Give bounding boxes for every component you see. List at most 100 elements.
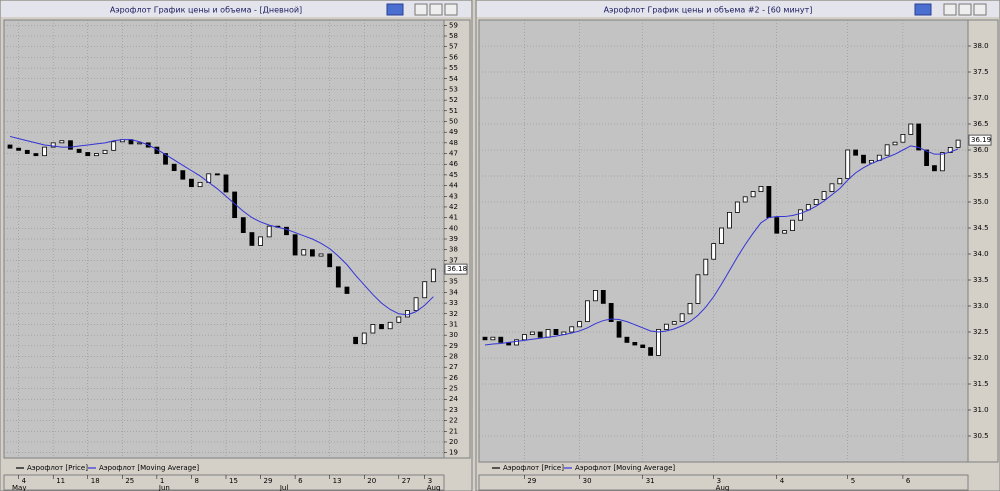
- candle: [522, 334, 527, 341]
- y-tick-label: 35.5: [973, 172, 989, 180]
- candle: [774, 217, 780, 234]
- y-tick-label: 26: [449, 374, 458, 382]
- y-tick-label: 35: [449, 278, 458, 286]
- y-tick-label: 48: [449, 139, 458, 147]
- x-tick-label: 29: [527, 477, 536, 485]
- window-buttons: [386, 3, 987, 16]
- candle: [59, 140, 65, 144]
- candle: [790, 219, 795, 231]
- close-button[interactable]: [444, 3, 458, 16]
- candle: [703, 258, 709, 276]
- x-tick-label: 5: [851, 477, 855, 485]
- candle: [947, 146, 953, 153]
- candle: [197, 181, 203, 188]
- x-tick-label: 18: [91, 477, 100, 485]
- candle: [695, 274, 701, 304]
- y-tick-label: 30: [449, 331, 458, 339]
- candle: [361, 332, 367, 345]
- x-tick-label: 3: [717, 477, 721, 485]
- x-axis-bar: [3, 474, 445, 491]
- y-tick-label: 37: [449, 256, 458, 264]
- candle: [900, 133, 906, 143]
- close-button[interactable]: [973, 3, 987, 16]
- maximize-button[interactable]: [429, 3, 443, 16]
- y-tick-label: 41: [449, 214, 458, 222]
- candle: [884, 144, 890, 156]
- candle: [24, 149, 30, 154]
- candle: [490, 336, 496, 341]
- candle: [76, 148, 82, 153]
- x-tick-label: 31: [646, 477, 655, 485]
- y-tick-label: 38.0: [973, 42, 989, 50]
- candle: [656, 328, 661, 356]
- last-price-label: 36.19: [971, 136, 991, 144]
- x-tick-label: 3: [428, 477, 432, 485]
- candle: [430, 268, 436, 283]
- y-tick-label: 29: [449, 342, 458, 350]
- candle: [33, 153, 39, 157]
- candle: [498, 336, 504, 343]
- y-tick-label: 23: [449, 406, 458, 414]
- y-tick-label: 19: [449, 449, 458, 457]
- candle: [742, 196, 748, 203]
- candle: [284, 226, 289, 236]
- y-tick-label: 24: [449, 395, 458, 403]
- x-axis-bar: [478, 474, 969, 491]
- candle: [16, 147, 22, 151]
- y-tick-label: 27: [449, 363, 458, 371]
- legend-label: Аэрофлот [Price]: [27, 464, 88, 472]
- y-tick-label: 56: [449, 53, 458, 61]
- pin-button[interactable]: [914, 3, 932, 16]
- title-bar: [1, 1, 471, 17]
- candle: [249, 232, 255, 246]
- candle: [727, 211, 732, 229]
- candle: [829, 183, 835, 193]
- y-tick-label: 37.5: [973, 68, 989, 76]
- y-tick-label: 39: [449, 235, 458, 243]
- candle: [719, 227, 724, 244]
- candle: [545, 328, 551, 338]
- candle: [616, 321, 622, 338]
- y-tick-label: 33.5: [973, 276, 989, 284]
- maximize-button[interactable]: [958, 3, 972, 16]
- candle: [405, 310, 410, 318]
- candle: [585, 300, 590, 322]
- candle: [7, 144, 13, 149]
- candle: [750, 191, 756, 198]
- moving-average-line: [9, 135, 434, 316]
- y-tick-label: 45: [449, 171, 458, 179]
- y-tick-label: 49: [449, 128, 458, 136]
- y-tick-label: 47: [449, 150, 458, 158]
- candle: [240, 217, 246, 233]
- candle: [232, 191, 238, 219]
- candle: [671, 321, 677, 325]
- minimize-button[interactable]: [943, 3, 957, 16]
- y-tick-label: 31: [449, 320, 458, 328]
- candle: [379, 324, 384, 330]
- y-tick-label: 34.0: [973, 250, 989, 258]
- month-label: Jun: [158, 484, 170, 491]
- x-tick-label: 13: [333, 477, 342, 485]
- candle: [821, 191, 827, 200]
- candle: [892, 141, 898, 146]
- candle: [292, 234, 298, 256]
- minimize-button[interactable]: [414, 3, 428, 16]
- y-tick-label: 46: [449, 160, 458, 168]
- x-tick-label: 30: [583, 477, 592, 485]
- candle: [309, 249, 315, 257]
- candle: [569, 326, 575, 333]
- y-tick-label: 43: [449, 192, 458, 200]
- candle: [537, 331, 543, 338]
- candle: [529, 331, 535, 335]
- y-tick-label: 33: [449, 299, 458, 307]
- y-tick-label: 32.0: [973, 354, 989, 362]
- candle: [514, 339, 519, 346]
- candle: [608, 302, 614, 322]
- title-bar: [477, 1, 999, 17]
- candle: [648, 347, 653, 356]
- candle: [353, 336, 359, 345]
- candle: [640, 344, 646, 348]
- candle: [632, 341, 638, 346]
- last-price-box: [444, 263, 468, 275]
- pin-button[interactable]: [386, 3, 404, 16]
